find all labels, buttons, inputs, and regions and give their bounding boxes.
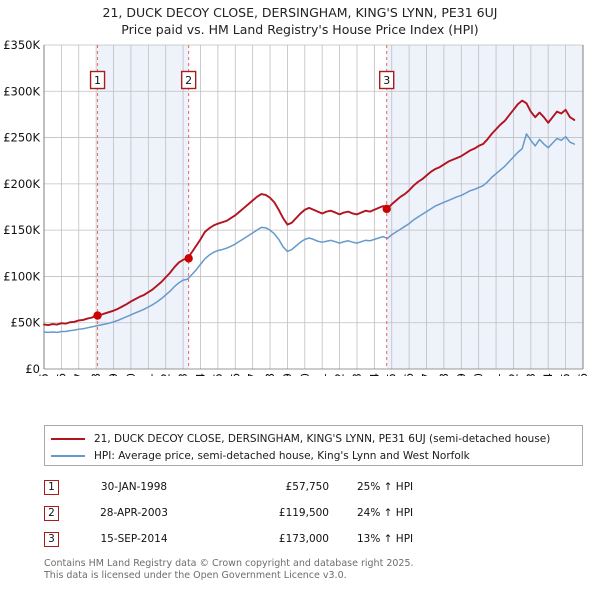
table-row: 2 28-APR-2003 £119,500 24% ↑ HPI xyxy=(44,500,584,526)
x-tick-label: 2007 xyxy=(246,373,260,376)
data-series-layer xyxy=(43,99,576,334)
transaction-price: £173,000 xyxy=(278,533,329,545)
x-tick-label: 2013 xyxy=(350,373,364,376)
x-tick-label: 2017 xyxy=(420,373,434,376)
table-row: 1 30-JAN-1998 £57,750 25% ↑ HPI xyxy=(44,474,584,500)
marker-flag-label-2: 2 xyxy=(185,74,192,87)
x-tick-label: 2021 xyxy=(489,373,503,376)
transaction-index-badge: 3 xyxy=(44,531,59,547)
transaction-hpi-delta: 24% ↑ HPI xyxy=(357,507,414,519)
x-tick-label: 2002 xyxy=(159,373,173,376)
x-tick-label: 2016 xyxy=(402,373,416,376)
x-tick-label: 2024 xyxy=(541,373,555,376)
transaction-price: £57,750 xyxy=(285,481,329,493)
y-tick-label: £150K xyxy=(3,223,40,237)
legend-label-hpi: HPI: Average price, semi-detached house,… xyxy=(94,450,470,462)
legend-item-property: 21, DUCK DECOY CLOSE, DERSINGHAM, KING'S… xyxy=(51,431,576,447)
transaction-date: 30-JAN-1998 xyxy=(100,481,168,493)
series-line-hpi xyxy=(43,133,576,334)
y-tick-label: £250K xyxy=(3,131,40,145)
x-tick-label: 1996 xyxy=(54,373,68,376)
x-tick-label: 2006 xyxy=(228,373,242,376)
hpi-line-chart: £0 £50K £100K £150K £200K £250K £300K £350K 199… xyxy=(3,38,590,376)
transaction-index-badge: 2 xyxy=(44,505,59,521)
x-tick-label: 2010 xyxy=(298,373,312,376)
x-tick-label: 2025 xyxy=(559,373,573,376)
page-title: 21, DUCK DECOY CLOSE, DERSINGHAM, KING'S… xyxy=(0,4,600,38)
x-tick-label: 2018 xyxy=(437,373,451,376)
transaction-marker-dots xyxy=(93,204,391,320)
title-line-2: Price paid vs. HM Land Registry's House … xyxy=(121,22,479,37)
chart-legend: 21, DUCK DECOY CLOSE, DERSINGHAM, KING'S… xyxy=(44,425,583,466)
footer-line-2: This data is licensed under the Open Gov… xyxy=(44,569,347,581)
x-tick-label: 2003 xyxy=(176,373,190,376)
x-tick-label: 2008 xyxy=(263,373,277,376)
x-tick-label: 2014 xyxy=(367,373,381,376)
legend-label-property: 21, DUCK DECOY CLOSE, DERSINGHAM, KING'S… xyxy=(94,433,551,445)
marker-dot-2[interactable] xyxy=(184,254,193,263)
x-tick-label: 2009 xyxy=(280,373,294,376)
series-line-property xyxy=(43,99,576,326)
transactions-table: 1 30-JAN-1998 £57,750 25% ↑ HPI 2 28-APR… xyxy=(44,474,584,552)
x-tick-label: 2026 xyxy=(576,373,590,376)
y-tick-label: £200K xyxy=(3,177,40,191)
shaded-spans-layer xyxy=(97,45,583,369)
y-tick-label: £350K xyxy=(3,38,40,52)
transaction-index-badge: 1 xyxy=(44,479,59,495)
x-tick-label: 1998 xyxy=(89,373,103,376)
x-tick-label: 2020 xyxy=(472,373,486,376)
footer-line-1: Contains HM Land Registry data © Crown c… xyxy=(44,558,414,569)
x-axis-tick-labels: 19951996 19971998 199920002001 200220032004… xyxy=(37,373,590,376)
y-tick-label: £100K xyxy=(3,269,40,283)
transaction-hpi-delta: 13% ↑ HPI xyxy=(357,533,414,545)
y-tick-label: £0 xyxy=(25,362,40,376)
title-line-1: 21, DUCK DECOY CLOSE, DERSINGHAM, KING'S… xyxy=(102,5,498,20)
x-tick-label: 2004 xyxy=(193,373,207,376)
x-tick-label: 1999 xyxy=(107,373,121,376)
y-tick-label: £300K xyxy=(3,84,40,98)
x-tick-label: 1995 xyxy=(37,373,51,376)
marker-dot-3[interactable] xyxy=(382,204,391,214)
marker-dot-1[interactable] xyxy=(93,311,102,320)
x-tick-label: 2022 xyxy=(506,373,520,376)
x-tick-label: 2011 xyxy=(315,373,329,376)
x-tick-label: 2012 xyxy=(333,373,347,376)
shaded-span xyxy=(97,45,189,369)
chart-plot-area: £0 £50K £100K £150K £200K £250K £300K £350K 199… xyxy=(0,38,600,376)
marker-flag-label-3: 3 xyxy=(383,74,390,87)
gridlines-layer xyxy=(43,44,584,370)
x-tick-label: 2000 xyxy=(124,373,138,376)
y-tick-label: £50K xyxy=(11,316,41,330)
x-tick-label: 2001 xyxy=(141,373,155,376)
copyright-footer: Contains HM Land Registry data © Crown c… xyxy=(44,558,584,581)
transaction-date: 15-SEP-2014 xyxy=(100,533,168,545)
transaction-date: 28-APR-2003 xyxy=(100,507,168,519)
marker-flag-box-1[interactable] xyxy=(89,70,106,90)
x-tick-label: 2015 xyxy=(385,373,399,376)
x-tick-label: 2005 xyxy=(211,373,225,376)
marker-flag-box-2[interactable] xyxy=(180,70,197,90)
marker-flag-label-1: 1 xyxy=(94,74,101,87)
x-tick-label: 2019 xyxy=(454,373,468,376)
transaction-hpi-delta: 25% ↑ HPI xyxy=(357,481,414,493)
shaded-span xyxy=(386,45,583,369)
marker-flag-box-3[interactable] xyxy=(378,70,395,90)
transaction-price: £119,500 xyxy=(278,507,329,519)
y-axis-tick-labels: £0 £50K £100K £150K £200K £250K £300K £350K xyxy=(3,38,40,376)
x-tick-label: 2023 xyxy=(524,373,538,376)
table-row: 3 15-SEP-2014 £173,000 13% ↑ HPI xyxy=(44,526,584,552)
transaction-marker-flags: 1 2 3 xyxy=(89,70,395,90)
legend-swatch-property xyxy=(51,438,85,440)
x-tick-label: 1997 xyxy=(72,373,86,376)
legend-item-hpi: HPI: Average price, semi-detached house,… xyxy=(51,448,576,464)
legend-swatch-hpi xyxy=(51,455,85,457)
